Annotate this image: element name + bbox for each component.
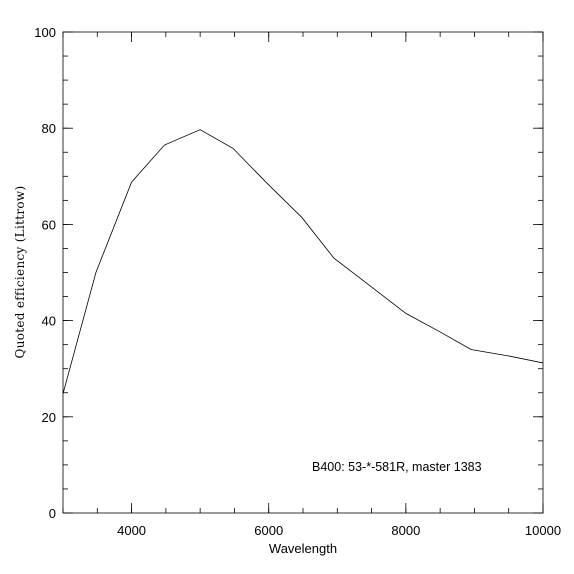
y-axis-label: Quoted efficiency (Littrow) — [13, 186, 27, 359]
y-tick-label: 80 — [42, 121, 56, 136]
axis-tick-labels: 4000 6000 8000 10000 0 20 40 60 80 100 — [34, 25, 561, 538]
y-tick-label: 100 — [34, 25, 56, 40]
y-tick-label: 0 — [49, 506, 56, 521]
chart-annotation: B400: 53-*-581R, master 1383 — [312, 460, 482, 474]
plot-frame — [62, 31, 544, 514]
x-tick-label: 6000 — [254, 523, 283, 538]
x-tick-label: 10000 — [525, 523, 561, 538]
x-tick-label: 4000 — [117, 523, 146, 538]
efficiency-line — [62, 129, 544, 394]
axis-ticks — [62, 31, 544, 514]
x-axis-label: Wavelength — [269, 541, 337, 556]
y-tick-label: 20 — [42, 410, 56, 425]
x-tick-label: 8000 — [391, 523, 420, 538]
y-tick-label: 60 — [42, 217, 56, 232]
y-tick-label: 40 — [42, 314, 56, 329]
